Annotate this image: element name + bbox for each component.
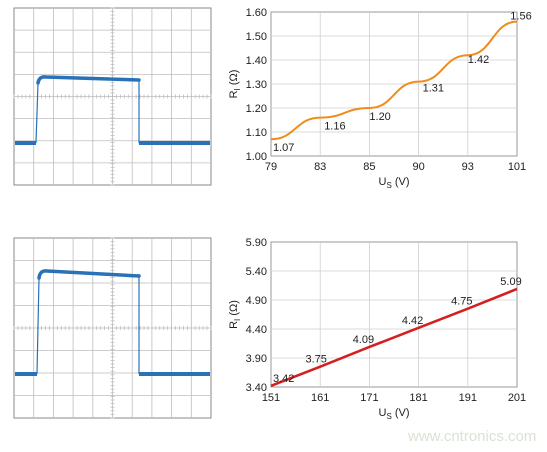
y-tick-label: 4.90 xyxy=(246,295,267,307)
x-tick-label: 83 xyxy=(314,161,326,173)
x-tick-label: 90 xyxy=(412,161,424,173)
data-label: 4.75 xyxy=(451,296,472,308)
series-line xyxy=(270,287,518,388)
scope-bottom-panel xyxy=(13,237,212,419)
x-tick-label: 181 xyxy=(409,392,427,404)
data-label: 4.09 xyxy=(353,334,374,346)
scope-trace-rise xyxy=(35,82,39,144)
data-label: 1.20 xyxy=(369,111,390,123)
data-label: 5.09 xyxy=(500,276,521,288)
scope-trace-top xyxy=(36,75,141,85)
series-line xyxy=(270,20,518,141)
data-label: 1.07 xyxy=(273,142,294,154)
data-label: 4.42 xyxy=(402,315,423,327)
y-tick-label: 1.40 xyxy=(246,55,267,67)
x-tick-label: 171 xyxy=(360,392,378,404)
data-label: 1.56 xyxy=(510,11,531,23)
chart-top-right: 1.00 1.10 1.20 1.30 1.40 1.50 1.60 79 83 85 90 93 10… xyxy=(228,7,532,190)
x-axis-label: US (V) xyxy=(378,407,409,421)
y-tick-label: 1.20 xyxy=(246,103,267,115)
x-tick-label: 101 xyxy=(508,161,526,173)
chart-bottom-right: 3.40 3.90 4.40 4.90 5.40 5.90 151 161 171 181 191 2… xyxy=(228,237,526,421)
y-axis-label: RI (Ω) xyxy=(228,300,242,329)
data-label: 1.16 xyxy=(324,121,345,133)
y-tick-label: 1.00 xyxy=(246,151,267,163)
x-tick-label: 191 xyxy=(459,392,477,404)
x-tick-label: 201 xyxy=(508,392,526,404)
y-tick-label: 1.50 xyxy=(246,31,267,43)
x-tick-label: 85 xyxy=(363,161,375,173)
x-tick-label: 79 xyxy=(265,161,277,173)
data-label: 3.42 xyxy=(273,373,294,385)
watermark: www.cntronics.com xyxy=(407,428,536,445)
scope-trace-rise xyxy=(36,277,40,375)
y-tick-label: 4.40 xyxy=(246,324,267,336)
x-tick-label: 151 xyxy=(262,392,280,404)
x-tick-label: 161 xyxy=(311,392,329,404)
y-axis-label: RI (Ω) xyxy=(228,70,242,99)
scope-top-panel xyxy=(13,7,212,186)
x-axis-label: US (V) xyxy=(378,176,409,190)
scope-trace-top xyxy=(37,269,141,280)
y-tick-label: 3.40 xyxy=(246,382,267,394)
plot-area xyxy=(270,241,518,388)
y-tick-label: 1.30 xyxy=(246,79,267,91)
x-tick-label: 93 xyxy=(462,161,474,173)
data-label: 1.31 xyxy=(423,83,444,95)
y-tick-label: 5.90 xyxy=(246,237,267,249)
y-tick-label: 3.90 xyxy=(246,353,267,365)
data-label: 3.75 xyxy=(305,354,326,366)
y-tick-label: 1.60 xyxy=(246,7,267,19)
y-tick-label: 5.40 xyxy=(246,266,267,278)
y-tick-label: 1.10 xyxy=(246,127,267,139)
data-label: 1.42 xyxy=(468,54,489,66)
